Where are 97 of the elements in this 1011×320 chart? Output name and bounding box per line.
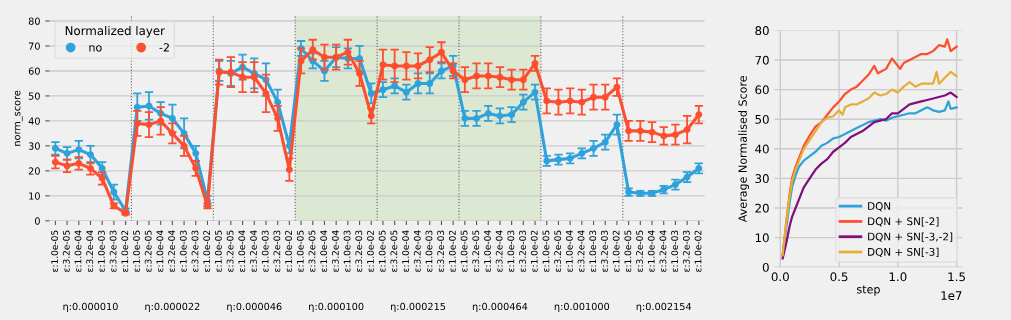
text: 1e7 <box>941 291 962 301</box>
x-tick-label: ε:3.2e-03 <box>601 230 608 272</box>
x-tick-label: ε:3.2e-04 <box>250 230 257 272</box>
text: η:0.001000 <box>554 302 610 312</box>
y-tick-label: 50 <box>755 114 769 124</box>
x-tick-label: ε:3.2e-04 <box>86 230 94 272</box>
y-tick-label: 10 <box>29 192 40 200</box>
x-tick-label: ε:1.0e-02 <box>694 230 702 272</box>
x-tick-label: ε:3.2e-03 <box>682 230 690 272</box>
x-tick-label: ε:3.2e-03 <box>191 230 199 272</box>
x-tick-label: ε:1.0e-05 <box>214 230 222 272</box>
x-tick-label: ε:1.0e-03 <box>589 230 597 272</box>
legend-label: DQN <box>868 202 891 212</box>
x-tick-label: ε:3.2e-04 <box>659 230 667 272</box>
y-axis-title: Average Normalised Score <box>738 76 749 223</box>
x-tick-label: ε:1.0e-05 <box>51 230 59 272</box>
y-axis-title: norm_score <box>14 90 23 146</box>
x-tick-label: ε:3.2e-05 <box>62 230 70 272</box>
x-tick-label: ε:1.0e-02 <box>530 230 538 272</box>
y-tick-label: 80 <box>755 26 769 36</box>
x-tick-label: ε:1.0e-03 <box>343 230 351 272</box>
legend-label: no <box>89 45 102 52</box>
x-tick-label: ε:1.0e-03 <box>179 230 187 272</box>
x-tick-label: ε:3.2e-05 <box>554 230 562 272</box>
y-tick-label: 60 <box>28 67 40 75</box>
x-tick-label: ε:1.0e-02 <box>367 230 374 272</box>
x-tick-label: ε:1.0e-03 <box>261 230 269 272</box>
x-tick-label: ε:1.0e-02 <box>285 230 292 272</box>
x-tick-label: ε:3.2e-05 <box>636 230 643 272</box>
x-tick-label: ε:1.0e-04 <box>565 230 573 272</box>
x-tick-label: ε:3.2e-03 <box>437 230 445 272</box>
x-tick-label: ε:1.0e-02 <box>121 230 129 272</box>
x-tick-label: ε:3.2e-04 <box>168 230 175 272</box>
x-tick-label: ε:1.0e-04 <box>238 230 246 272</box>
y-tick-label: 0 <box>34 217 40 225</box>
text: η:0.002154 <box>636 302 692 312</box>
x-tick-label: ε:1.0e-05 <box>133 230 140 272</box>
x-tick-label: ε:1.0e-04 <box>647 230 655 272</box>
x-tick-label: ε:1.0e-02 <box>203 230 211 272</box>
y-tick-label: 0 <box>762 262 769 272</box>
x-tick-label: ε:1.0e-02 <box>612 230 620 272</box>
legend-label: DQN + SN[-3] <box>868 247 939 258</box>
x-tick-label: 0.0 <box>771 272 789 282</box>
x-tick-label: ε:3.2e-05 <box>226 230 234 272</box>
y-tick-label: 40 <box>755 144 769 154</box>
x-tick-label: ε:1.0e-03 <box>507 230 515 272</box>
text: η:0.000100 <box>309 302 364 312</box>
y-tick-label: 60 <box>755 85 769 95</box>
y-tick-label: 30 <box>755 174 769 184</box>
x-tick-label: ε:1.0e-05 <box>542 230 550 272</box>
y-tick-label: 30 <box>28 142 40 150</box>
y-tick-label: 10 <box>755 233 769 243</box>
y-tick-label: 70 <box>28 42 40 50</box>
x-tick-label: ε:1.0e-03 <box>671 230 679 272</box>
text: η:0.000464 <box>472 302 528 312</box>
x-tick-label: ε:1.0e-05 <box>460 230 468 272</box>
x-axis-title: step <box>857 285 880 296</box>
x-tick-label: ε:1.0e-04 <box>74 230 82 272</box>
x-tick-label: ε:3.2e-05 <box>308 230 316 272</box>
y-tick-label: 70 <box>755 55 769 65</box>
x-tick-label: ε:1.0e-05 <box>378 230 386 272</box>
x-tick-label: ε:3.2e-05 <box>390 230 398 272</box>
x-tick-label: ε:1.0e-04 <box>402 230 409 272</box>
x-tick-label: ε:3.2e-05 <box>472 230 480 272</box>
x-tick-label: 1.0 <box>889 272 907 282</box>
x-tick-label: ε:3.2e-04 <box>413 230 421 272</box>
x-tick-label: ε:1.0e-05 <box>296 230 304 272</box>
legend-label: DQN + SN[-2] <box>868 217 939 227</box>
y-tick-label: 50 <box>28 92 40 100</box>
text: η:0.000010 <box>63 302 118 312</box>
x-tick-label: ε:3.2e-03 <box>273 230 281 272</box>
x-tick-label: ε:1.0e-04 <box>156 230 164 272</box>
legend-title: Normalized layer <box>65 26 165 38</box>
x-tick-label: ε:1.0e-02 <box>448 230 456 272</box>
y-tick-label: 20 <box>755 203 769 213</box>
x-tick-label: 0.5 <box>830 272 848 282</box>
text: η:0.000022 <box>145 302 200 312</box>
y-tick-label: 20 <box>28 167 40 175</box>
y-tick-label: 40 <box>28 117 40 125</box>
x-tick-label: ε:3.2e-04 <box>577 230 585 272</box>
legend-label: -2 <box>159 43 169 52</box>
x-tick-label: ε:1.0e-03 <box>425 230 433 272</box>
x-tick-label: ε:1.0e-04 <box>484 230 491 272</box>
x-tick-label: ε:1.0e-03 <box>97 230 105 272</box>
x-tick-label: ε:3.2e-03 <box>519 230 526 272</box>
x-tick-label: ε:1.0e-05 <box>624 230 632 272</box>
legend-label: DQN + SN[-3,-2] <box>868 232 953 242</box>
x-tick-label: ε:3.2e-03 <box>355 230 363 272</box>
x-tick-label: ε:3.2e-04 <box>495 230 503 272</box>
text: η:0.000215 <box>391 302 446 312</box>
x-tick-label: ε:1.0e-04 <box>320 230 328 272</box>
x-tick-label: ε:3.2e-03 <box>109 230 117 272</box>
y-tick-label: 80 <box>28 17 40 25</box>
x-tick-label: 1.5 <box>948 272 965 282</box>
x-tick-label: ε:3.2e-05 <box>144 230 152 272</box>
x-tick-label: ε:3.2e-04 <box>331 230 339 272</box>
text: η:0.000046 <box>227 302 282 312</box>
